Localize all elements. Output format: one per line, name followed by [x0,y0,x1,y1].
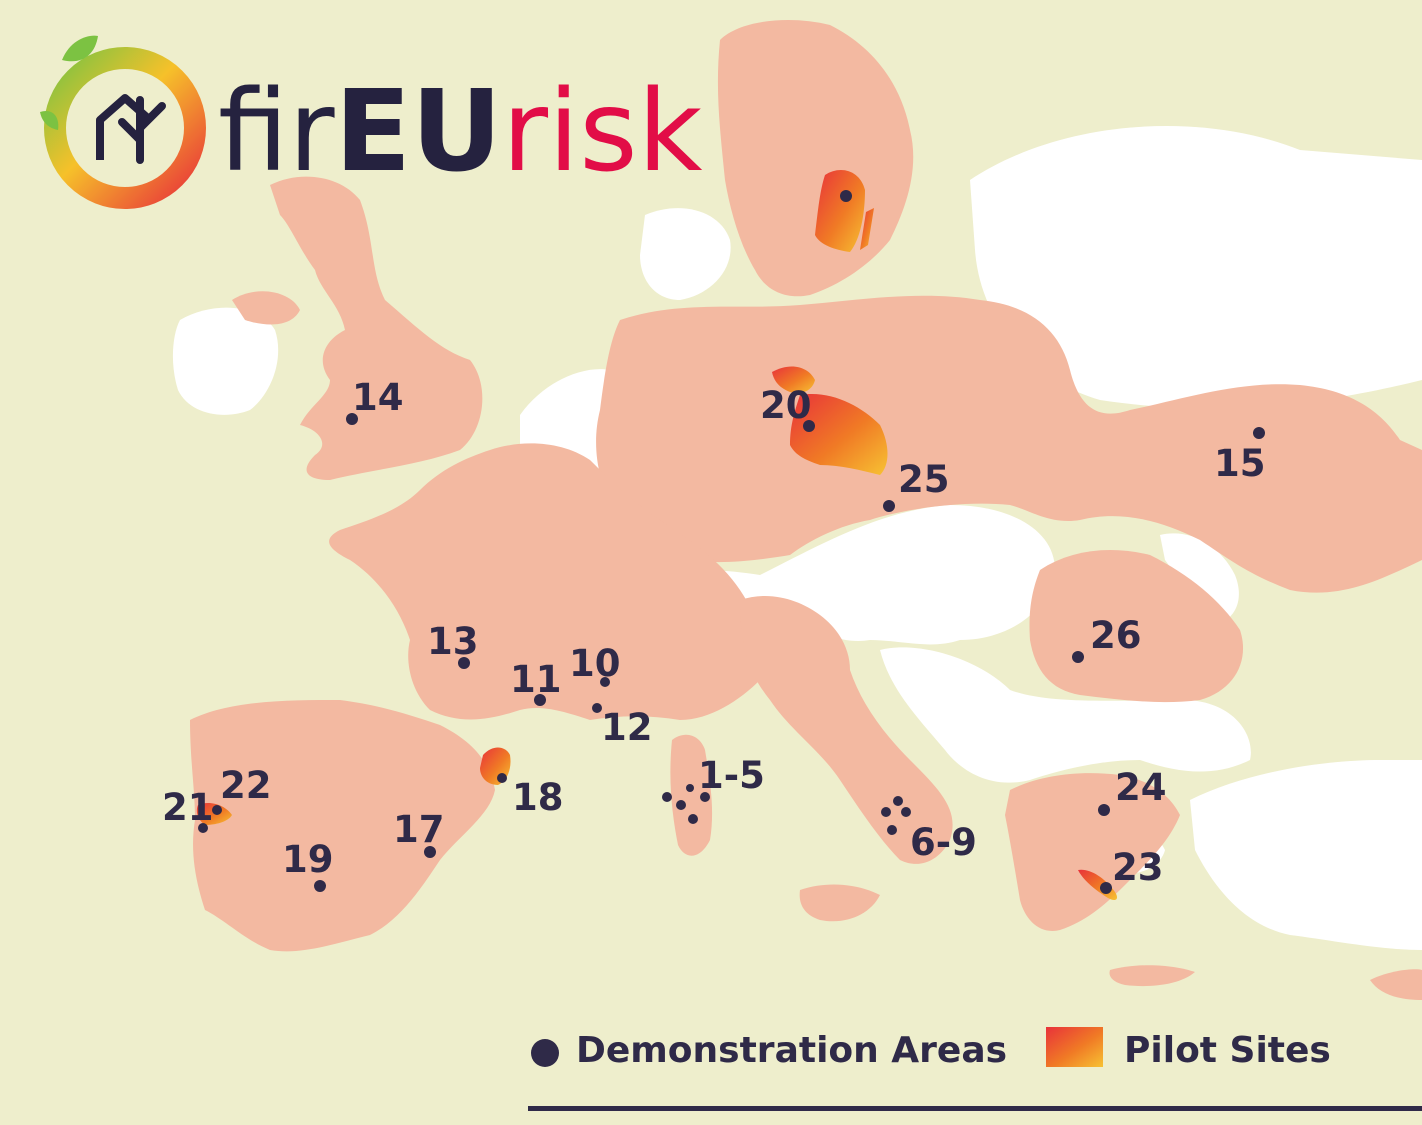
site-label-22: 22 [220,764,272,807]
dot-3 [700,792,710,802]
country-romania-bulgaria [1029,550,1244,703]
dot-25 [883,500,895,512]
site-label-24: 24 [1115,766,1167,809]
balkans-water [880,647,1251,783]
water-bodies [172,126,1422,950]
dot-2 [662,792,672,802]
dot-10 [600,677,610,687]
site-label-18: 18 [512,776,564,819]
site-label-10: 10 [569,642,621,685]
legend-underline [528,1106,1422,1111]
site-label-17: 17 [393,808,445,851]
country-sardinia-corsica [670,734,713,856]
dot-18 [497,773,507,783]
dot-17 [424,846,436,858]
moldova-water [1160,533,1239,625]
dot-13 [458,657,470,669]
dot-24 [1098,804,1110,816]
legend-pilot-label: Pilot Sites [1124,1030,1331,1071]
logo-leaf-icon [62,35,98,62]
legend-dot-icon [531,1039,559,1067]
dot-6 [893,796,903,806]
logo-tree-icon [118,96,166,164]
site-label-23: 23 [1112,846,1164,889]
country-greece [1005,773,1180,931]
site-label-14: 14 [352,376,404,419]
dot-20 [840,190,852,202]
site-label-19: 19 [282,838,334,881]
dot-23 [1100,882,1112,894]
site-label-13: 13 [427,620,479,663]
site-label-11: 11 [510,658,562,701]
ireland-island [172,307,279,415]
north-sea-water [970,126,1422,409]
country-iberia [190,700,495,952]
pilot-site-czech [790,394,888,475]
pilot-site-czech-north [772,366,815,394]
country-france-benelux [329,443,764,720]
dot-15 [1253,427,1265,439]
logo-leaf-small-icon [40,110,59,130]
dot-21 [198,823,208,833]
legend-pilot-swatch [1046,1027,1103,1067]
site-label-6-9: 6-9 [910,821,977,864]
site-label-12: 12 [601,706,653,749]
site-label-25: 25 [898,458,950,501]
country-ireland [232,291,300,325]
dot-7 [881,807,891,817]
denmark-water [640,208,731,300]
legend-demo-label: Demonstration Areas [576,1030,1007,1071]
dot-19 [314,880,326,892]
fireurisk-logo: firEUrisk [40,35,703,209]
logo-risk: risk [502,67,703,197]
dot-1 [686,784,694,792]
pilot-site-sweden-island [860,208,874,250]
dot-11 [534,694,546,706]
dot-5 [688,814,698,824]
dot-14 [346,413,358,425]
country-uk [270,176,483,480]
dot-22 [212,805,222,815]
logo-fir: fir [218,67,336,197]
dot-8 [901,807,911,817]
country-cyprus-east [1370,969,1422,1000]
dot-9 [887,825,897,835]
site-label-26: 26 [1090,614,1142,657]
country-sicily [799,884,880,922]
logo-wordmark: firEUrisk [218,67,703,197]
dot-12 [592,703,602,713]
site-label-1-5: 1-5 [698,754,765,797]
site-label-20: 20 [760,384,812,427]
country-crete [1109,965,1195,987]
pilot-sites [196,170,1118,900]
dot-4 [676,800,686,810]
site-label-15: 15 [1214,442,1266,485]
demonstration-dots [198,190,1265,894]
pilot-site-sweden [815,170,865,252]
site-labels: 14 20 25 15 13 10 11 12 26 1-5 22 21 18 … [162,376,1266,889]
dot-26 [1072,651,1084,663]
map-legend: Demonstration Areas Pilot Sites [528,1027,1422,1111]
dot-20b [803,420,815,432]
logo-eu: EU [335,67,502,197]
turkey-water [1190,760,1422,950]
site-label-21: 21 [162,786,214,829]
